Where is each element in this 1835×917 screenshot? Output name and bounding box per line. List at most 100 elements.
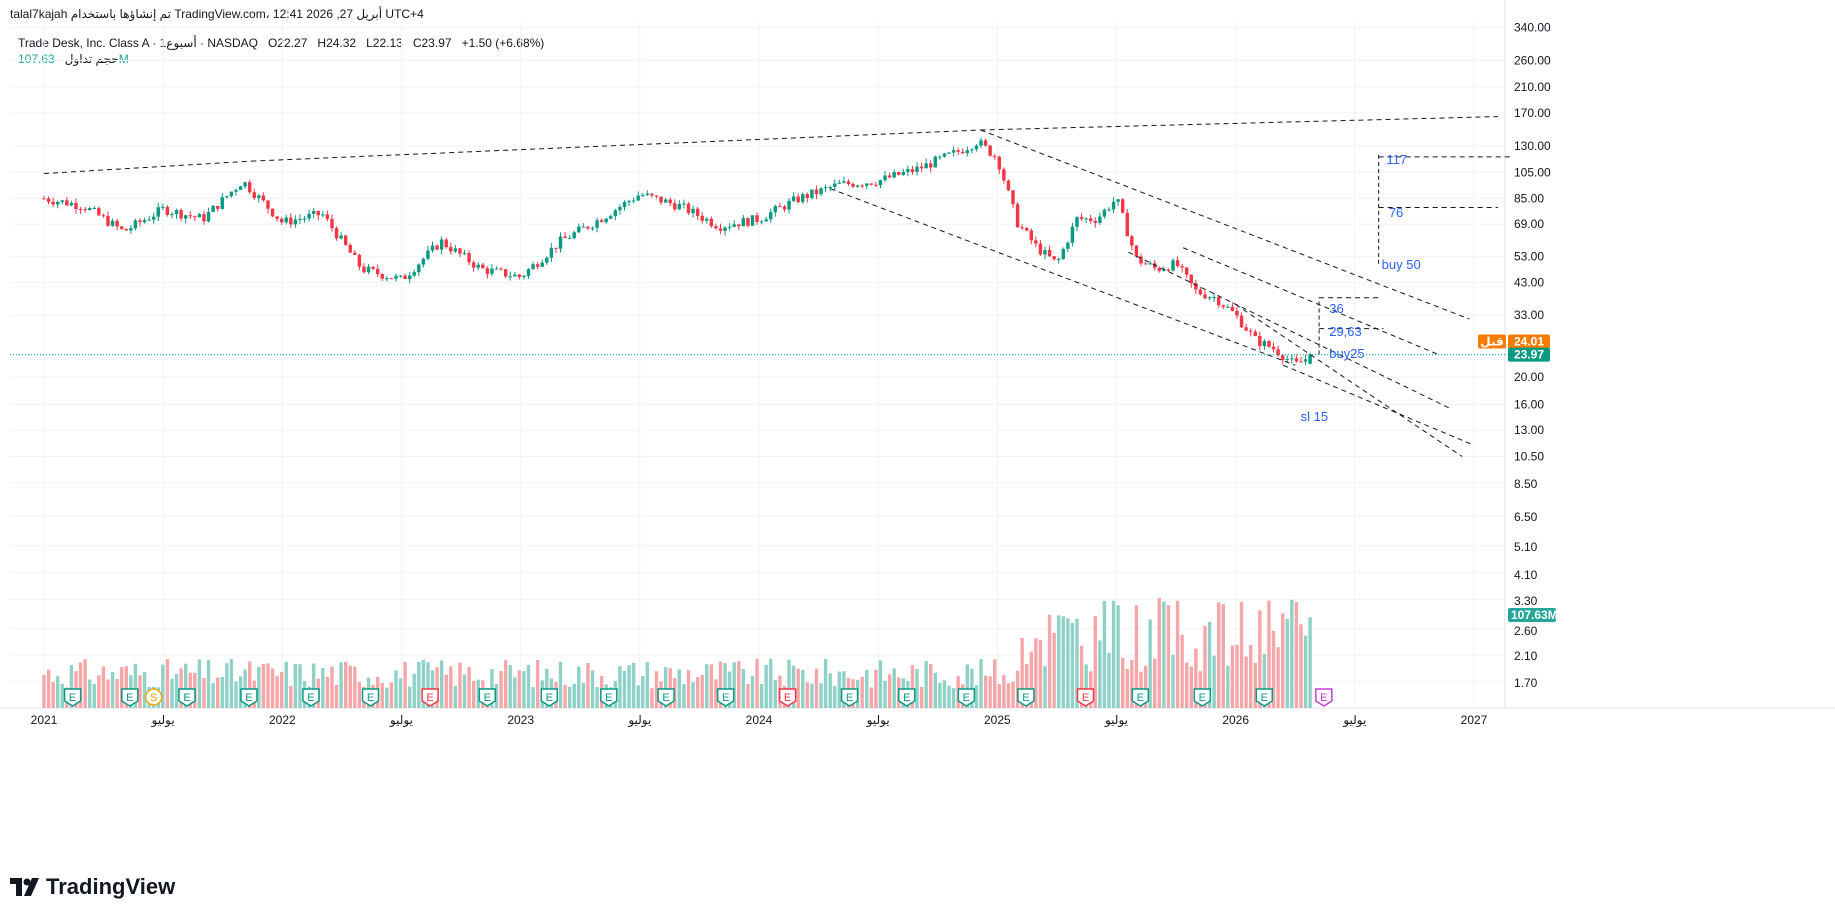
trend-line [43,160,252,175]
svg-text:23.97: 23.97 [1514,348,1544,362]
candle-body [362,266,366,273]
candle-body [988,145,992,156]
candle-body [1139,256,1143,264]
annotation-label[interactable]: sl 15 [1301,409,1328,424]
earnings-marker[interactable]: E [1017,688,1035,707]
price-axis-label: 2.10 [1514,649,1538,663]
volume-bar [403,661,407,708]
volume-bar [1102,600,1107,708]
volume-badge[interactable]: 107.63M [1508,608,1558,622]
earnings-marker[interactable]: E [178,688,196,707]
volume-bar [1148,619,1152,708]
earnings-marker[interactable]: E [1315,688,1333,707]
earnings-marker[interactable]: E [1076,688,1095,707]
svg-text:107.63M: 107.63M [1511,608,1558,622]
volume-bar [284,661,288,708]
volume-bar [1290,599,1294,708]
earnings-marker[interactable]: E [1193,688,1212,707]
prev-close-badge[interactable]: قبل 24.01 [1478,334,1550,349]
earnings-marker[interactable]: E [421,688,439,707]
candle-body [458,248,462,254]
earnings-marker[interactable]: E [240,688,258,707]
symbol-name[interactable]: Trade Desk, Inc. Class A · 1أسبوع · NASD… [18,36,258,50]
volume-bar [577,666,581,708]
annotation-label[interactable]: 117 [1386,152,1407,167]
candle-body [1107,209,1111,211]
candle-body [453,248,458,252]
candle-body [316,210,320,216]
earnings-marker[interactable]: E [302,688,320,707]
earnings-marker[interactable]: E [63,688,82,707]
volume-bar [46,669,51,708]
trend-line [251,129,981,162]
last-price-badge[interactable]: 23.97 [1508,347,1550,362]
candle-body [293,219,298,225]
candle-body [910,169,915,172]
earnings-marker[interactable]: E [657,688,675,707]
volume-bar [979,658,983,708]
volume-bar [878,660,883,708]
annotation-label[interactable]: 29,63 [1329,324,1362,339]
volume-bar [572,683,576,708]
volume-bar [1116,605,1120,708]
volume-bar [627,665,631,708]
time-axis-label: يوليو [389,713,413,728]
volume-bar [558,661,563,708]
trend-line [1128,251,1451,409]
volume-bar [650,688,654,708]
volume-bar [97,675,101,708]
volume-bar [563,684,567,708]
earnings-marker[interactable]: E [898,688,916,707]
svg-text:E: E [126,692,133,704]
candle-body [129,228,133,231]
candle-body [791,196,796,201]
svg-text:E: E [426,692,433,704]
symbol-legend[interactable]: Trade Desk, Inc. Class A · 1أسبوع · NASD… [18,35,544,52]
candle-body [1134,245,1139,257]
ohlc-open: O22.27 [268,36,308,50]
volume-bar [636,685,640,708]
candle-body [471,262,476,268]
earnings-marker[interactable]: E [957,688,976,707]
volume-bar [101,666,106,708]
volume-bar [179,668,183,708]
volume-bar [819,683,823,708]
earnings-marker[interactable]: E [840,688,859,707]
volume-bar [705,664,709,708]
candle-body [947,152,951,154]
annotation-label[interactable]: 76 [1389,205,1403,220]
earnings-marker[interactable]: E [540,688,559,707]
volume-bar [385,687,389,708]
split-marker[interactable]: S [144,688,163,706]
tradingview-logo[interactable]: TradingView [10,874,175,900]
volume-bar [257,666,261,708]
annotation-label[interactable]: buy25 [1329,346,1364,361]
volume-legend[interactable]: حجم تداول 107.63M [18,52,129,66]
volume-bar [833,686,837,708]
volume-bar [279,671,284,708]
earnings-marker[interactable]: E [716,688,735,707]
volume-bar [910,665,915,708]
svg-text:E: E [662,692,669,704]
volume-bar [924,661,928,708]
volume-bar [1061,616,1065,708]
earnings-marker[interactable]: E [600,688,618,707]
candle-body [718,228,723,231]
earnings-marker[interactable]: E [478,688,497,707]
candle-body [371,266,375,269]
candle-body [956,150,960,152]
candle-body [366,266,371,273]
candle-body [142,220,147,223]
volume-bar [1047,614,1052,708]
candle-body [919,166,924,169]
annotation-label[interactable]: buy 50 [1382,257,1421,272]
earnings-marker[interactable]: E [1131,688,1150,707]
annotation-label[interactable]: 36 [1329,301,1343,316]
earnings-marker[interactable]: E [361,688,380,707]
earnings-marker[interactable]: E [121,688,139,707]
earnings-marker[interactable]: E [778,688,797,707]
earnings-marker[interactable]: E [1255,688,1274,707]
volume-bar [202,677,206,708]
volume-bar [682,684,686,708]
